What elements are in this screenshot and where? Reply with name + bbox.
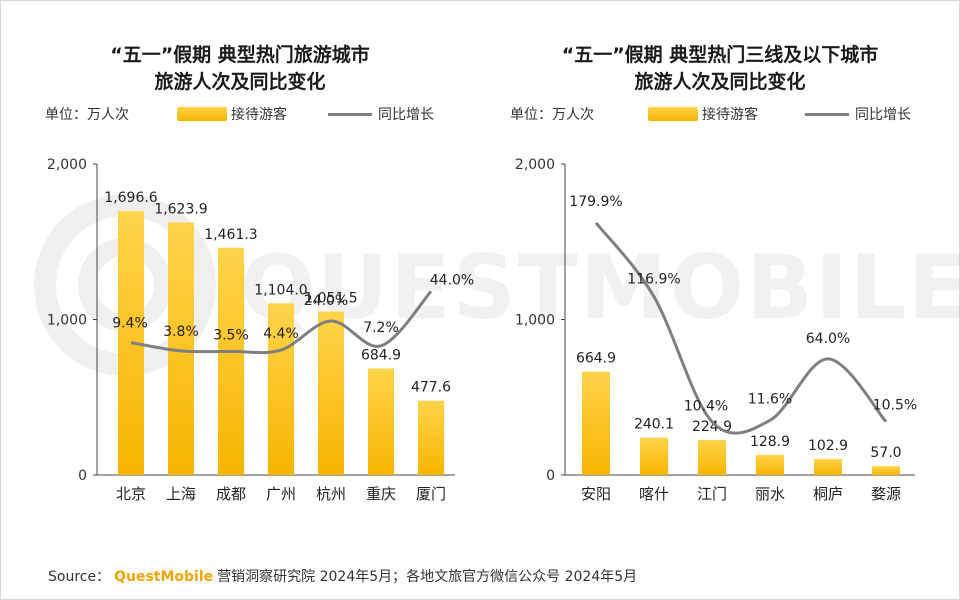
- right-title-line1: “五一”假期 典型热门三线及以下城市: [561, 44, 879, 66]
- left-bar-value-label: 1,104.0: [254, 282, 307, 298]
- left-x-tick-label: 北京: [116, 485, 146, 503]
- left-growth-point-label: 3.8%: [163, 324, 199, 340]
- right-x-tick-label: 桐庐: [813, 485, 843, 503]
- left-legend-bar-label: 接待游客: [231, 107, 287, 123]
- left-chart-panel: “五一”假期 典型热门旅游城市 旅游人次及同比变化 单位：万人次 接待游客 同比…: [0, 0, 480, 580]
- left-growth-line: [130, 290, 433, 355]
- left-y-tick-label: 0: [78, 468, 87, 484]
- left-growth-point-label: 7.2%: [363, 320, 399, 336]
- left-bar: [218, 247, 244, 475]
- left-bar-value-label: 1,623.9: [154, 201, 207, 217]
- source-brand: QuestMobile: [114, 569, 214, 585]
- right-bar: [582, 371, 610, 475]
- right-legend-line-label: 同比增长: [855, 107, 911, 123]
- right-x-tick-label: 丽水: [755, 485, 785, 503]
- left-chart-title: “五一”假期 典型热门旅游城市 旅游人次及同比变化: [0, 42, 480, 96]
- left-x-tick-label: 广州: [266, 485, 296, 503]
- right-growth-point-label: 116.9%: [627, 272, 680, 288]
- left-x-tick-label: 杭州: [316, 485, 346, 503]
- left-legend-line-label: 同比增长: [378, 107, 434, 123]
- right-legend-bar: 接待游客: [648, 104, 758, 124]
- left-bar: [418, 400, 444, 475]
- left-bar: [318, 311, 344, 475]
- right-growth-line: [594, 221, 888, 435]
- left-bar-value-label: 1,696.6: [104, 190, 158, 206]
- right-bar-value-label: 128.9: [750, 434, 790, 450]
- right-growth-point-label: 11.6%: [748, 391, 792, 407]
- left-bar: [268, 303, 294, 475]
- left-growth-point-label: 4.4%: [263, 326, 299, 342]
- right-bar: [640, 437, 668, 475]
- source-prefix: Source：: [48, 569, 111, 585]
- source-note: Source： QuestMobile 营销洞察研究院 2024年5月；各地文旅官方…: [48, 566, 637, 586]
- left-growth-point-label: 24.0%: [304, 293, 348, 309]
- left-growth-point-label: 9.4%: [112, 316, 148, 332]
- left-bar-value-label: 1,051.5: [304, 290, 357, 306]
- left-bar: [368, 368, 394, 475]
- line-swatch-icon: [328, 112, 372, 116]
- right-bar: [756, 454, 784, 475]
- right-growth-point-label: 64.0%: [806, 331, 850, 347]
- right-y-tick-label: 0: [546, 468, 555, 484]
- right-bar: [872, 466, 900, 475]
- right-legend-bar-label: 接待游客: [702, 107, 758, 123]
- left-growth-point-label: 3.5%: [213, 327, 249, 343]
- left-x-tick-label: 厦门: [416, 485, 446, 503]
- right-x-tick-label: 江门: [697, 485, 727, 503]
- left-x-tick-label: 上海: [166, 485, 196, 503]
- left-bar-value-label: 684.9: [361, 347, 401, 363]
- watermark-text: QUESTMOBILE: [240, 236, 960, 339]
- right-bar-value-label: 57.0: [870, 445, 901, 461]
- right-chart-panel: “五一”假期 典型热门三线及以下城市 旅游人次及同比变化 单位：万人次 接待游客…: [480, 0, 960, 580]
- right-bar-value-label: 240.1: [634, 417, 674, 433]
- bar-swatch-icon: [177, 107, 227, 121]
- right-growth-point-label: 10.5%: [873, 398, 917, 414]
- source-text: 营销洞察研究院 2024年5月；各地文旅官方微信公众号 2024年5月: [217, 569, 638, 585]
- right-bar-value-label: 664.9: [576, 351, 616, 367]
- right-growth-point-label: 179.9%: [569, 194, 622, 210]
- line-swatch-icon: [805, 112, 849, 116]
- right-title-line2: 旅游人次及同比变化: [634, 71, 806, 93]
- right-y-tick-label: 2,000: [515, 157, 555, 173]
- right-legend-line: 同比增长: [805, 104, 911, 124]
- left-x-tick-label: 重庆: [366, 485, 396, 503]
- right-bar: [814, 458, 842, 475]
- right-bar: [698, 440, 726, 475]
- left-x-tick-label: 成都: [216, 485, 246, 503]
- left-y-tick-label: 1,000: [47, 313, 87, 329]
- right-unit-label: 单位：万人次: [510, 107, 594, 123]
- left-chart-svg: 0 1,000 2,000 1,696.6 北京 1,623.9 上海 1,461.3 成都 1,…: [47, 157, 474, 503]
- right-chart-title: “五一”假期 典型热门三线及以下城市 旅游人次及同比变化: [480, 42, 960, 96]
- left-y-tick-label: 2,000: [47, 157, 87, 173]
- left-title-line2: 旅游人次及同比变化: [154, 71, 326, 93]
- left-unit-label: 单位：万人次: [45, 107, 129, 123]
- right-y-tick-label: 1,000: [515, 313, 555, 329]
- left-title-line1: “五一”假期 典型热门旅游城市: [110, 44, 370, 66]
- bar-swatch-icon: [648, 107, 698, 121]
- left-legend-bar: 接待游客: [177, 104, 287, 124]
- left-growth-point-label: 44.0%: [430, 272, 474, 288]
- left-bar-value-label: 1,461.3: [204, 227, 257, 243]
- right-bar-value-label: 102.9: [808, 438, 848, 454]
- right-x-tick-label: 婺源: [871, 485, 901, 503]
- right-x-tick-label: 安阳: [581, 485, 611, 503]
- right-chart-svg: 01,0002,000664.9安阳240.1喀什224.9江门128.9丽水1…: [515, 157, 917, 503]
- right-growth-point-label: 10.4%: [684, 399, 728, 415]
- left-bar-value-label: 477.6: [411, 380, 451, 396]
- left-legend-line: 同比增长: [328, 104, 434, 124]
- right-x-tick-label: 喀什: [639, 485, 669, 503]
